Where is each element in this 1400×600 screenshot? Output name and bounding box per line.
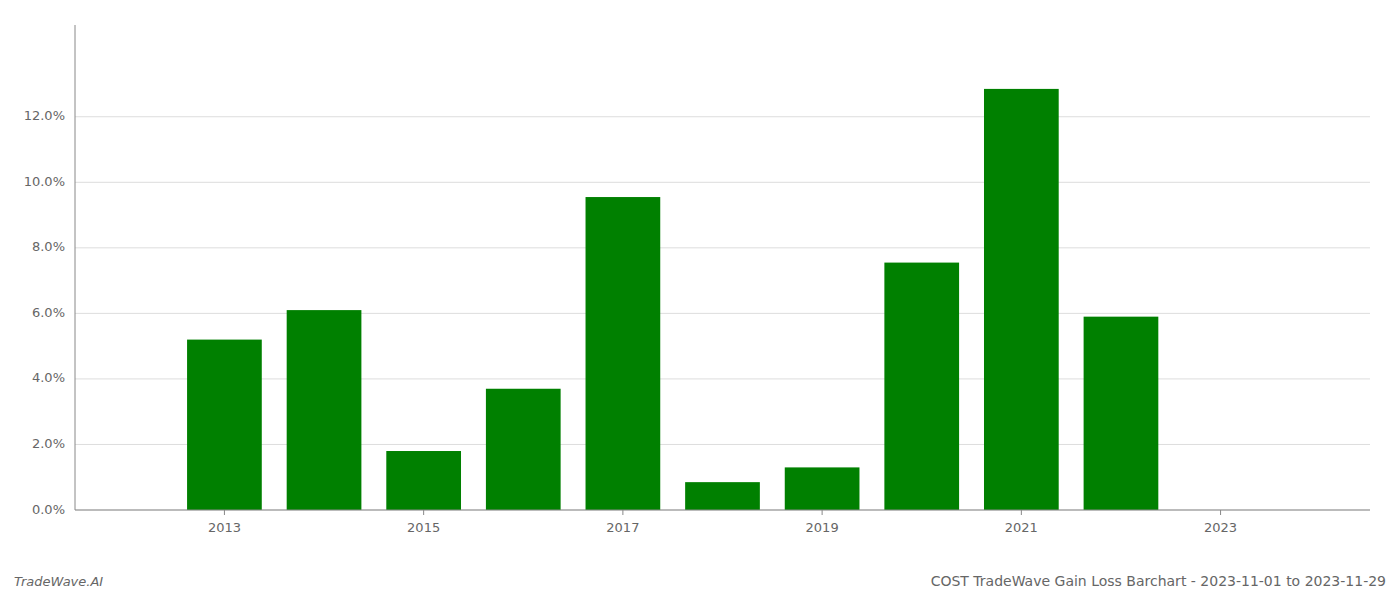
y-tick-label: 12.0%	[24, 108, 65, 123]
background	[0, 0, 1400, 600]
x-tick-label: 2015	[407, 520, 440, 535]
x-tick-label: 2017	[606, 520, 639, 535]
x-tick-label: 2019	[806, 520, 839, 535]
y-tick-label: 10.0%	[24, 174, 65, 189]
grid-line	[75, 182, 1370, 183]
bars	[187, 89, 1158, 510]
y-axis-line	[75, 25, 76, 510]
bar	[386, 451, 461, 510]
grid	[75, 117, 1370, 510]
x-tick	[1220, 510, 1221, 515]
x-tick	[423, 510, 424, 515]
x-tick	[622, 510, 623, 515]
y-tick-label: 0.0%	[32, 502, 65, 517]
grid-line	[75, 247, 1370, 248]
bar	[586, 197, 661, 510]
x-tick	[1021, 510, 1022, 515]
grid-line	[75, 116, 1370, 117]
y-tick-label: 2.0%	[32, 436, 65, 451]
x-tick	[224, 510, 225, 515]
bar	[984, 89, 1059, 510]
x-tick	[822, 510, 823, 515]
y-tick-label: 6.0%	[32, 305, 65, 320]
bar	[486, 389, 561, 510]
x-tick-label: 2013	[208, 520, 241, 535]
title: COST TradeWave Gain Loss Barchart - 2023…	[931, 573, 1386, 589]
x-axis-line	[75, 510, 1370, 511]
grid-line	[75, 378, 1370, 379]
bar	[884, 263, 959, 510]
x-tick-label: 2023	[1204, 520, 1237, 535]
bar	[287, 310, 362, 510]
grid-line	[75, 510, 1370, 511]
bar	[187, 340, 262, 510]
y-tick-label: 4.0%	[32, 370, 65, 385]
grid-line	[75, 313, 1370, 314]
bar	[785, 467, 860, 510]
watermark: TradeWave.AI	[14, 574, 103, 589]
grid-line	[75, 444, 1370, 445]
y-tick-label: 8.0%	[32, 239, 65, 254]
chart: 0.0% 2.0% 4.0% 6.0% 8.0% 10.0% 12.0% 2013 2015 20…	[0, 0, 1400, 600]
bar	[1084, 317, 1159, 510]
x-tick-label: 2021	[1005, 520, 1038, 535]
bar	[685, 482, 760, 510]
